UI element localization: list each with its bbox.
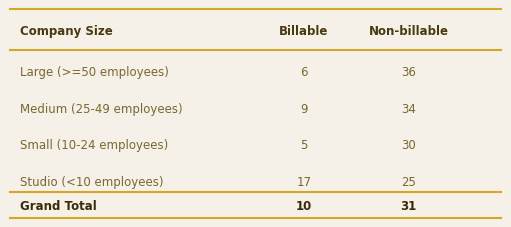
Text: Studio (<10 employees): Studio (<10 employees) — [20, 175, 164, 188]
Text: 25: 25 — [401, 175, 416, 188]
Text: Small (10-24 employees): Small (10-24 employees) — [20, 139, 169, 152]
Text: Grand Total: Grand Total — [20, 199, 97, 212]
Text: 5: 5 — [300, 139, 308, 152]
Text: 17: 17 — [296, 175, 312, 188]
Text: 36: 36 — [401, 66, 416, 79]
Text: Company Size: Company Size — [20, 25, 113, 38]
Text: 6: 6 — [300, 66, 308, 79]
Text: 34: 34 — [401, 102, 416, 116]
Text: Large (>=50 employees): Large (>=50 employees) — [20, 66, 169, 79]
Text: Billable: Billable — [280, 25, 329, 38]
Text: Medium (25-49 employees): Medium (25-49 employees) — [20, 102, 183, 116]
Text: Non-billable: Non-billable — [369, 25, 449, 38]
Text: 9: 9 — [300, 102, 308, 116]
Text: 30: 30 — [402, 139, 416, 152]
Text: 31: 31 — [401, 199, 417, 212]
Text: 10: 10 — [296, 199, 312, 212]
